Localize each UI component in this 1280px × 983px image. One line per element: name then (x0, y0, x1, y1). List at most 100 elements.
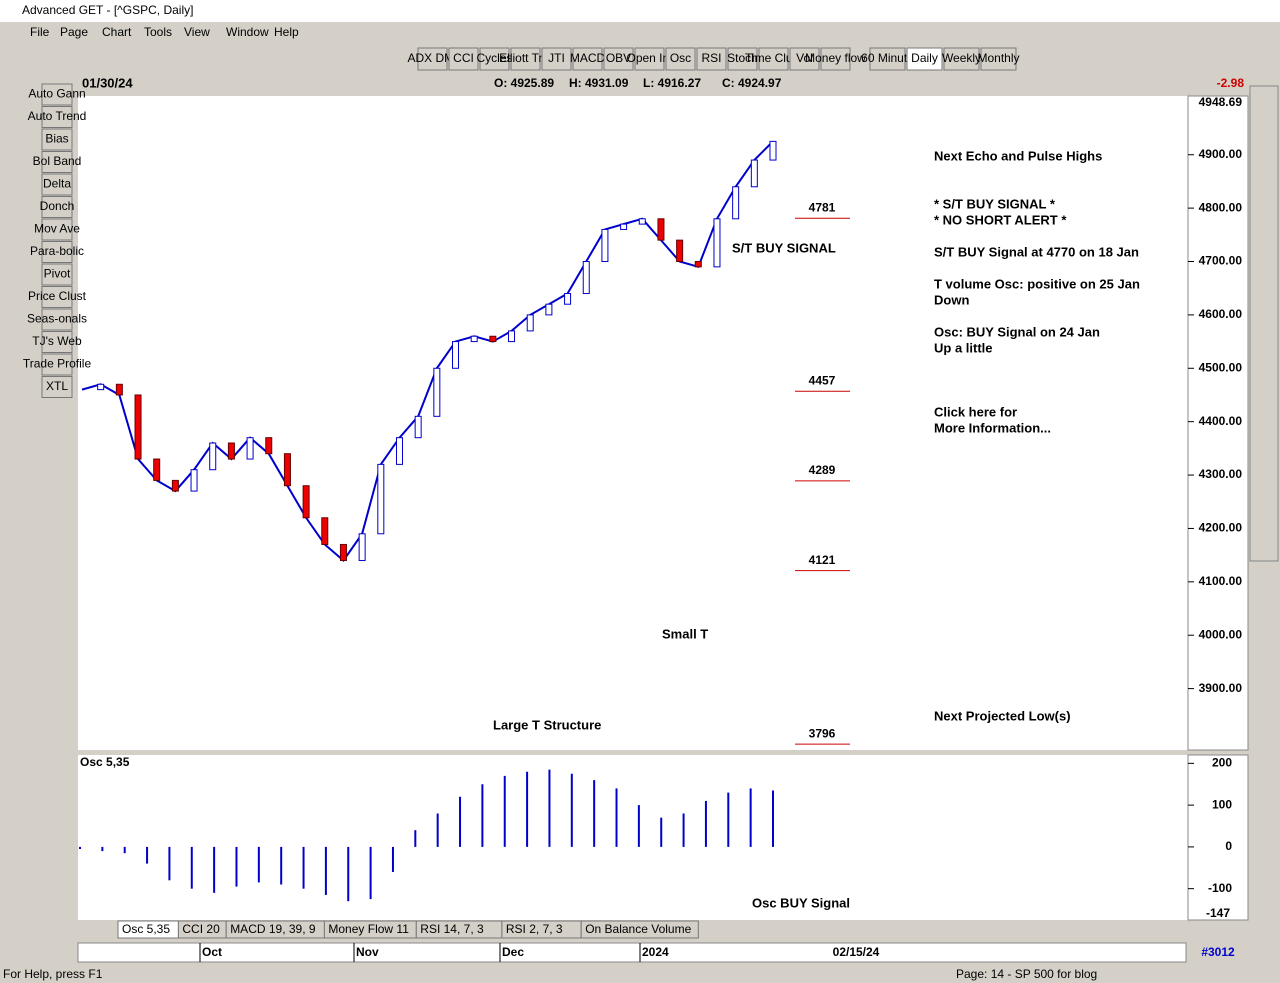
menu-item[interactable]: Window (226, 25, 269, 39)
period-label[interactable]: 60 Minute (861, 51, 914, 65)
note: Next Projected Low(s) (934, 708, 1071, 723)
tool-label[interactable]: Donch (40, 199, 75, 213)
period-label[interactable]: Daily (911, 51, 938, 65)
menu-item[interactable]: File (30, 25, 50, 39)
tab-label[interactable]: MACD 19, 39, 9 (230, 922, 316, 936)
tool-button[interactable] (41, 128, 73, 151)
tool-label[interactable]: Mov Ave (34, 222, 80, 236)
menu-item[interactable]: Chart (102, 25, 132, 39)
tool-label[interactable]: Pivot (44, 267, 71, 281)
osc-axis (1187, 754, 1249, 921)
tool-label[interactable]: Price Clust (28, 289, 87, 303)
tool-label[interactable]: Seas-onals (27, 312, 87, 326)
buy-annotation: S/T BUY SIGNAL (732, 240, 836, 255)
study-button[interactable] (789, 47, 820, 71)
study-label[interactable]: Cycles (476, 51, 512, 65)
period-button[interactable] (943, 47, 980, 71)
tab-label[interactable]: Money Flow 11 (328, 922, 409, 936)
osc-tick-label: 200 (1212, 756, 1232, 770)
level-label: 4121 (809, 553, 836, 567)
study-label[interactable]: ADX DMI (407, 51, 457, 65)
tool-label[interactable]: Para-bolic (30, 244, 84, 258)
study-label[interactable]: Vol (796, 51, 813, 65)
study-label[interactable]: Money flow (805, 51, 866, 65)
tool-label[interactable]: XTL (46, 379, 68, 393)
price-panel (78, 96, 1188, 750)
study-button[interactable] (510, 47, 541, 71)
study-button[interactable] (696, 47, 727, 71)
candle (732, 186, 740, 220)
study-label[interactable]: Stoch (727, 51, 758, 65)
menu-item[interactable]: Tools (144, 25, 172, 39)
study-label[interactable]: OBV (606, 51, 631, 65)
tab-label[interactable]: Osc 5,35 (122, 922, 170, 936)
menu-item[interactable]: Page (60, 25, 88, 39)
study-button[interactable] (541, 47, 572, 71)
period-button[interactable] (869, 47, 906, 71)
tool-button[interactable] (41, 331, 73, 353)
tool-button[interactable] (41, 151, 73, 173)
tool-label[interactable]: Trade Profile (23, 357, 92, 371)
menu-item[interactable]: Help (274, 25, 299, 39)
tool-button[interactable] (41, 263, 73, 286)
note[interactable]: Click here for (934, 404, 1017, 419)
tool-label[interactable]: Delta (43, 177, 71, 191)
tool-button[interactable] (41, 376, 73, 398)
study-button[interactable] (448, 47, 479, 71)
candle (470, 335, 478, 343)
candle (508, 330, 516, 343)
study-button[interactable] (727, 47, 758, 71)
study-button[interactable] (603, 47, 634, 71)
tool-label[interactable]: Bol Band (33, 154, 82, 168)
tool-button[interactable] (41, 218, 73, 241)
tool-button[interactable] (41, 286, 73, 308)
candle (209, 442, 217, 471)
open: O: 4925.89 (494, 76, 554, 90)
study-label[interactable]: Osc (670, 51, 691, 65)
y-tick-label: 4800.00 (1199, 200, 1243, 214)
tool-label[interactable]: Auto Gann (28, 87, 85, 101)
tool-button[interactable] (41, 173, 73, 196)
tool-label[interactable]: Auto Trend (28, 109, 87, 123)
menu-item[interactable]: View (184, 25, 210, 39)
study-label[interactable]: Elliott Trig (499, 51, 552, 65)
study-button[interactable] (758, 47, 789, 71)
tool-label[interactable]: TJ's Web (32, 334, 82, 348)
study-label[interactable]: Open Int (626, 51, 673, 65)
study-button[interactable] (572, 47, 603, 71)
tool-button[interactable] (41, 308, 73, 331)
tab-label[interactable]: On Balance Volume (585, 922, 691, 936)
tab[interactable] (580, 920, 699, 939)
title-bar (0, 0, 1280, 22)
tool-button[interactable] (41, 196, 73, 218)
tool-button[interactable] (41, 353, 73, 376)
study-label[interactable]: CCI (453, 51, 474, 65)
study-label[interactable]: JTI (548, 51, 565, 65)
tool-button[interactable] (41, 106, 73, 128)
period-label[interactable]: Monthly (977, 51, 1019, 65)
tool-button[interactable] (41, 241, 73, 263)
period-button[interactable] (906, 47, 943, 71)
tab-label[interactable]: CCI 20 (182, 922, 220, 936)
tab-label[interactable]: RSI 2, 7, 3 (506, 922, 563, 936)
level-label: 4781 (809, 200, 836, 214)
study-button[interactable] (820, 47, 851, 71)
tool-label[interactable]: Bias (45, 132, 68, 146)
study-button[interactable] (665, 47, 696, 71)
study-button[interactable] (417, 47, 448, 71)
tab-label[interactable]: RSI 14, 7, 3 (420, 922, 484, 936)
study-button[interactable] (479, 47, 510, 71)
note: T volume Osc: positive on 25 Jan (934, 276, 1140, 291)
period-label[interactable]: Weekly (942, 51, 981, 65)
study-label[interactable]: RSI (701, 51, 721, 65)
study-button[interactable] (634, 47, 665, 71)
candle (694, 261, 702, 268)
tool-button[interactable] (41, 83, 73, 106)
note[interactable]: More Information... (934, 420, 1051, 435)
period-button[interactable] (980, 47, 1017, 71)
last-price: 4948.69 (1199, 95, 1243, 109)
candle (452, 341, 460, 369)
study-label[interactable]: MACD (570, 51, 606, 65)
study-label[interactable]: Time Clust (745, 51, 803, 65)
